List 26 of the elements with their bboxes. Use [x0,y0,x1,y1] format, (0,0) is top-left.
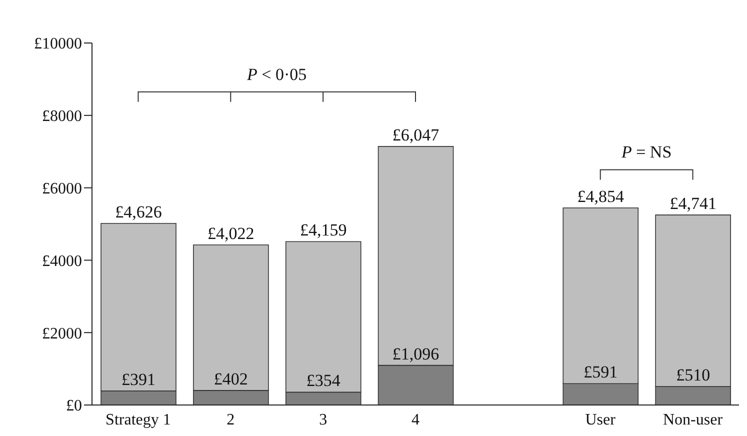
data-label: £391 [122,370,156,389]
data-label: £4,626 [115,202,162,222]
data-label: £354 [306,371,341,390]
y-tick-label: £2000 [42,325,82,342]
data-label: £1,096 [392,344,440,364]
x-tick-label: Strategy 1 [106,411,171,428]
x-tick-label: 3 [319,411,328,428]
data-label: £402 [214,369,248,388]
y-tick-label: £6000 [42,180,82,198]
y-tick-label: £0 [66,398,82,415]
data-label: £4,741 [670,194,716,213]
x-tick-label: 2 [226,411,235,428]
annotation: P = NS [620,142,672,162]
x-tick-label: 4 [412,411,420,428]
annotation: P < 0·05 [246,64,307,84]
data-label: £4,159 [300,220,347,240]
data-label: £4,022 [208,224,254,243]
x-tick-label: Non-user [663,411,724,428]
y-tick-label: £10000 [34,36,82,53]
x-tick-label: User [585,411,616,428]
y-tick-label: £8000 [42,108,82,126]
y-tick-label: £4000 [42,252,82,270]
data-label: £4,854 [577,186,625,206]
data-label: £6,047 [392,125,440,144]
data-label: £510 [676,366,710,385]
data-label: £591 [584,362,618,382]
